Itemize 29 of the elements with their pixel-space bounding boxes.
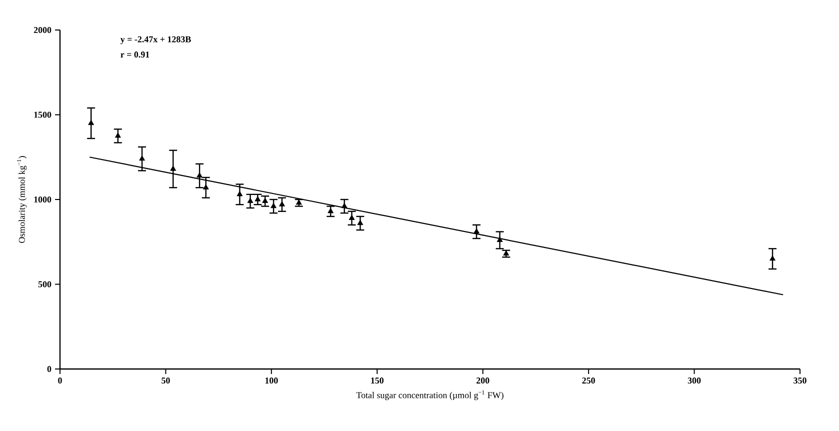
point: [348, 214, 355, 220]
x-tick-label: 50: [162, 377, 170, 384]
point: [247, 198, 254, 203]
point: [341, 202, 348, 208]
x-tick-label: 100: [265, 377, 278, 384]
point: [170, 166, 176, 171]
point: [496, 236, 503, 242]
y-axis-title: Osmolarity (mmol kg$^{−1}$): [17, 156, 27, 243]
x-tick-label: 150: [371, 377, 384, 384]
y-tick-label: 1500: [34, 112, 52, 118]
point: [328, 208, 334, 214]
y-tick-label: 500: [38, 281, 52, 288]
point: [202, 184, 209, 190]
x-tick-label: 250: [582, 377, 595, 384]
y-tick-label: 1000: [34, 196, 52, 203]
x-axis-title: Total sugar concentration (µmol g$^{−1}$ FW): [356, 390, 504, 400]
point: [254, 196, 261, 202]
point: [236, 191, 243, 196]
x-tick-label: 300: [688, 377, 701, 384]
point: [296, 200, 302, 205]
annotation: r = 0.91: [120, 52, 150, 58]
y-tick-label: 0: [47, 366, 52, 372]
x-tick-label: 350: [794, 377, 806, 384]
y-tick-label: 2000: [34, 26, 52, 34]
point: [357, 220, 364, 226]
annotation: y = -2.47x + 1283B: [120, 36, 191, 44]
point: [114, 132, 121, 138]
x-tick-label: 0: [58, 377, 62, 384]
x-tick-label: 200: [476, 377, 490, 384]
